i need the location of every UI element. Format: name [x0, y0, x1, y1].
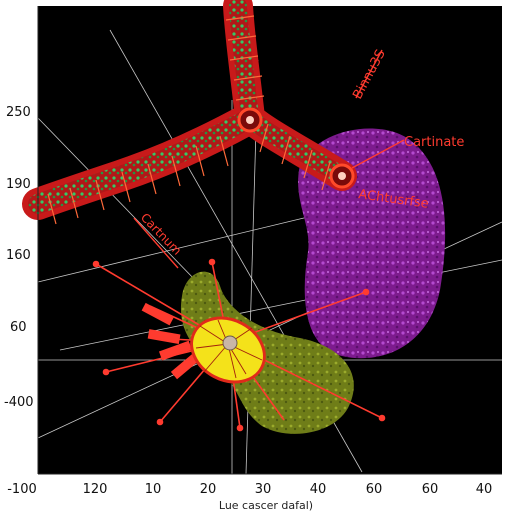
x-tick-label: -100 — [7, 482, 37, 497]
x-tick-label: 60 — [422, 482, 439, 497]
vessel-node-core — [246, 116, 254, 124]
y-tick-label: 160 — [6, 248, 31, 263]
annotation-pointers — [133, 49, 405, 269]
x-tick-label: 40 — [310, 482, 327, 497]
y-tick-label: -400 — [4, 395, 34, 410]
pointer-left-middle — [133, 217, 179, 269]
annotation-right-upper: Cartinate — [404, 135, 464, 150]
y-tick-label: 190 — [6, 177, 31, 192]
pointer-right-upper — [351, 139, 405, 169]
y-tick-label: 60 — [10, 320, 27, 335]
x-tick-label: 20 — [200, 482, 217, 497]
x-tick-label: 40 — [476, 482, 493, 497]
x-tick-labels: -100 120 10 20 30 40 60 60 40 — [7, 482, 492, 497]
y-tick-label: 250 — [6, 105, 31, 120]
x-tick-label: 10 — [145, 482, 162, 497]
yellow-cell — [190, 316, 266, 384]
pointer-top-right — [355, 49, 383, 99]
x-tick-label: 30 — [255, 482, 272, 497]
vessel-branch-left-texture — [28, 108, 260, 214]
x-axis-label: Lue cascer dafal) — [219, 499, 313, 512]
olive-organ — [180, 271, 354, 434]
vessel-node-core — [338, 172, 346, 180]
vessel — [22, 0, 357, 225]
x-tick-label: 120 — [83, 482, 108, 497]
x-tick-label: 60 — [366, 482, 383, 497]
y-tick-labels: 250 190 160 60 -400 — [4, 105, 34, 410]
